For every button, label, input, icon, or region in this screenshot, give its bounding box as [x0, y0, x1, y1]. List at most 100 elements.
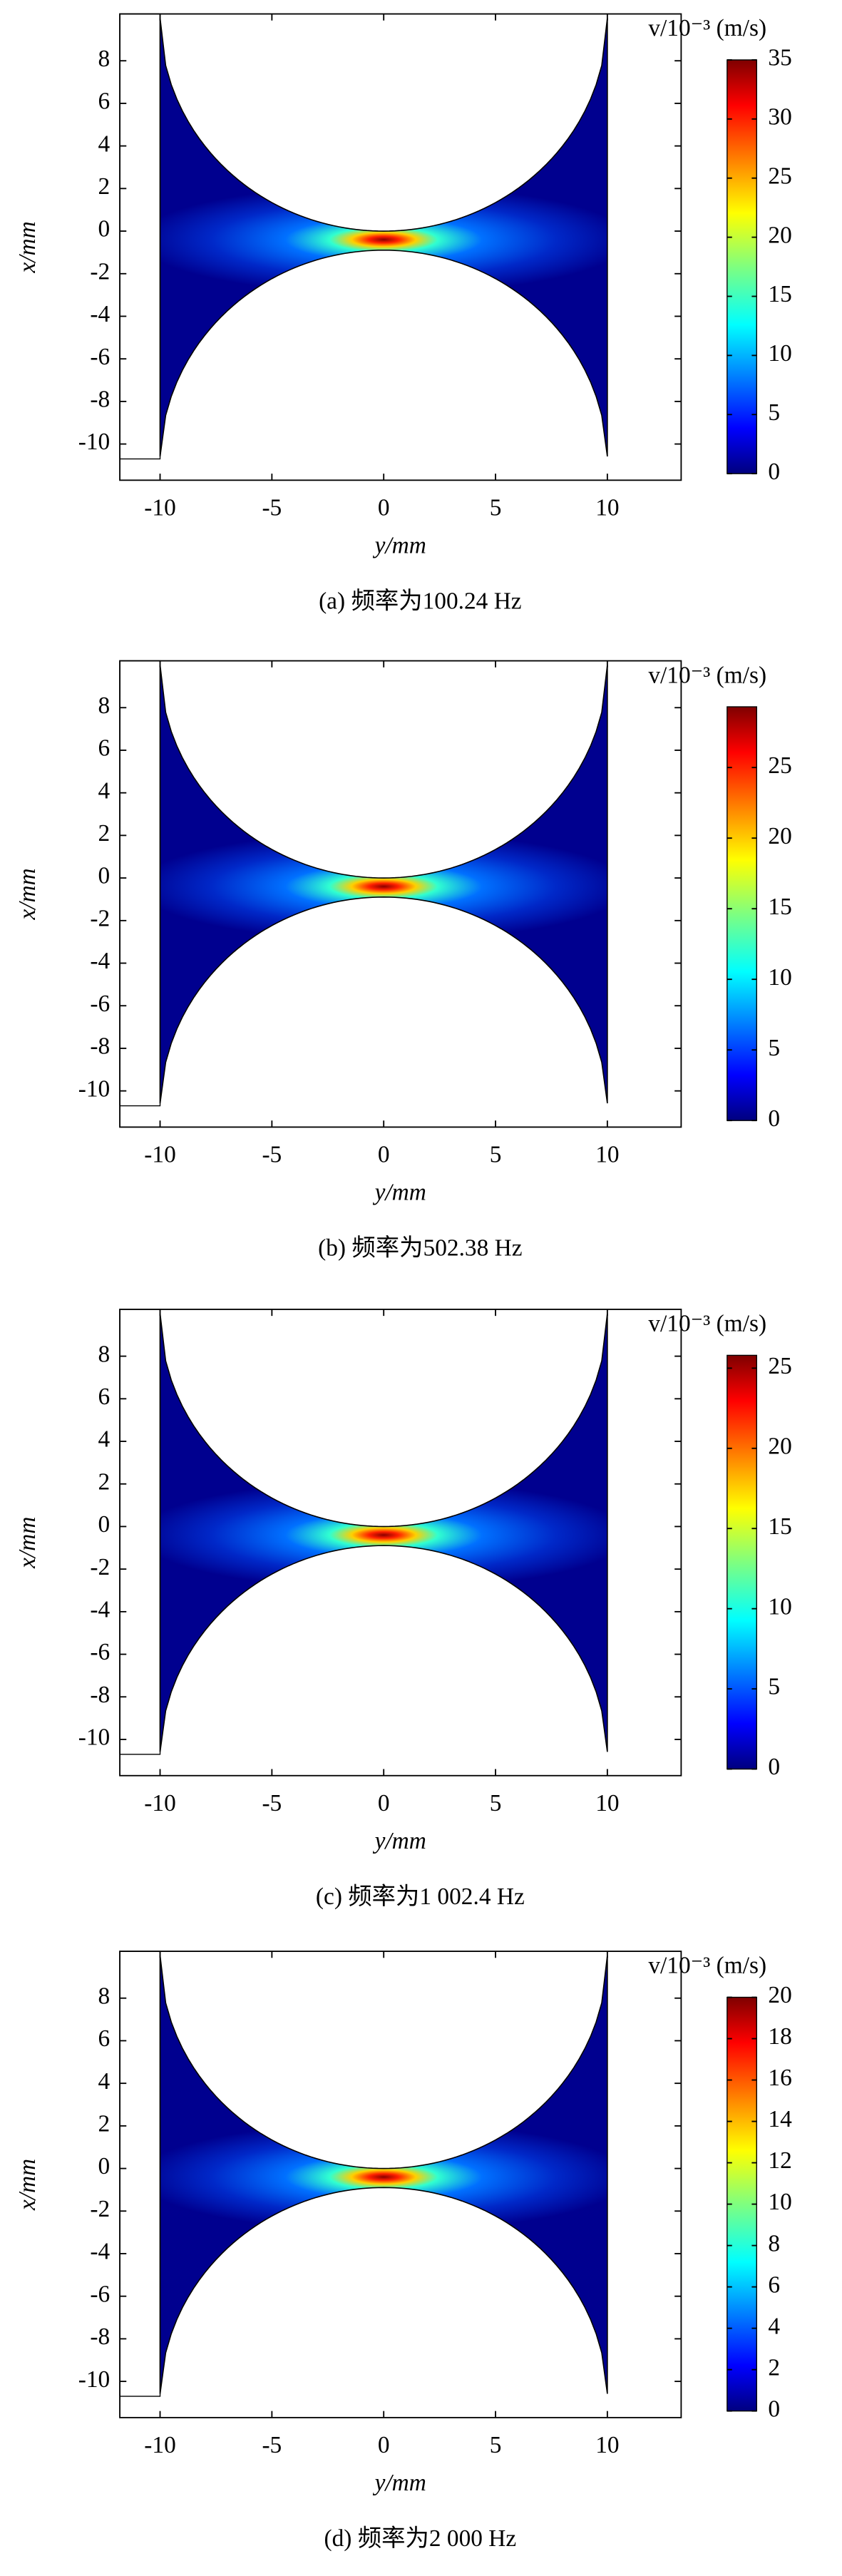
colorbar-tick-label: 25 — [768, 752, 791, 779]
colorbar-tick-label: 0 — [768, 1754, 780, 1780]
y-tick-label: -10 — [78, 1075, 111, 1102]
y-tick-label: 6 — [98, 735, 111, 762]
y-tick-label: 6 — [98, 2025, 111, 2052]
colorbar-tick-label: 0 — [768, 459, 780, 485]
x-tick-label: 5 — [490, 1790, 502, 1816]
x-tick-label: 5 — [490, 1141, 502, 1167]
y-tick-label: -4 — [90, 301, 110, 327]
velocity-field — [159, 665, 608, 1104]
holder-outline — [119, 1951, 161, 2397]
x-tick-label: 10 — [595, 494, 619, 521]
holder-outline — [119, 660, 161, 1107]
colorbar-tick-label: 18 — [768, 2023, 791, 2050]
caption: (b) 频率为502.38 Hz — [318, 1235, 522, 1262]
colorbar-tick-label: 8 — [768, 2230, 780, 2256]
x-tick-label: 5 — [490, 2432, 502, 2458]
velocity-field — [159, 1955, 608, 2394]
colorbar-tick-label: 35 — [768, 45, 791, 71]
y-tick-label: 2 — [98, 2111, 111, 2137]
y-tick-label: 0 — [98, 863, 111, 889]
colorbar-tick-label: 15 — [768, 894, 791, 920]
y-tick-label: -2 — [90, 258, 110, 285]
x-axis-label: y/mm — [373, 532, 426, 558]
panel: -10 -5 0 5 10 -10 -8 -6 -4 -2 0 2 4 6 8 y/mm x/mm 0 5 10 15 2… — [14, 1309, 792, 1910]
colorbar-tick-label: 10 — [768, 964, 791, 991]
x-tick-label: 10 — [595, 1790, 619, 1816]
y-tick-label: -6 — [90, 1639, 110, 1665]
colorbar-tick-label: 30 — [768, 104, 791, 131]
y-tick-label: -2 — [90, 2196, 110, 2222]
colorbar-tick-label: 2 — [768, 2354, 780, 2381]
colorbar-tick-label: 10 — [768, 2189, 791, 2215]
x-tick-label: 0 — [378, 2432, 390, 2458]
colorbar-tick-label: 25 — [768, 1353, 791, 1379]
colorbar-label: v/10⁻³ (m/s) — [648, 15, 766, 41]
colorbar-tick-label: 20 — [768, 222, 791, 248]
y-tick-label: -8 — [90, 387, 110, 413]
velocity-field — [159, 1313, 608, 1752]
y-tick-label: 0 — [98, 1511, 111, 1538]
y-tick-label: -10 — [78, 1724, 111, 1751]
y-tick-label: 8 — [98, 1983, 111, 2009]
x-tick-label: -10 — [144, 1141, 176, 1167]
x-tick-label: -5 — [262, 1790, 282, 1816]
y-tick-label: 4 — [98, 2068, 111, 2095]
colorbar-tick-label: 5 — [768, 1674, 780, 1700]
y-tick-label: -6 — [90, 2281, 110, 2307]
plot-frame — [119, 1309, 682, 1777]
colorbar-tick-label: 16 — [768, 2065, 791, 2091]
colorbar-tick-label: 6 — [768, 2271, 780, 2298]
y-tick-label: -8 — [90, 1682, 110, 1708]
y-tick-label: 4 — [98, 1426, 111, 1453]
colorbar-tick-label: 10 — [768, 1593, 791, 1620]
colorbar-tick-label: 5 — [768, 1035, 780, 1061]
holder-outline — [119, 1309, 161, 1755]
panel: -10 -5 0 5 10 -10 -8 -6 -4 -2 0 2 4 6 8 y/mm x/mm 0 2 4 6 8 10… — [14, 1951, 792, 2552]
colorbar-tick-label: 14 — [768, 2106, 792, 2132]
colorbar-tick-label: 10 — [768, 340, 791, 367]
y-tick-label: 6 — [98, 1384, 111, 1410]
x-tick-label: 0 — [378, 494, 390, 521]
colorbar-tick-label: 15 — [768, 281, 791, 307]
plot-frame — [119, 1951, 682, 2418]
colorbar — [727, 59, 757, 474]
y-tick-label: 2 — [98, 820, 111, 847]
colorbar-label: v/10⁻³ (m/s) — [648, 662, 766, 688]
x-tick-label: 10 — [595, 1141, 619, 1167]
colorbar-tick-label: 0 — [768, 1105, 780, 1132]
x-tick-label: -10 — [144, 1790, 176, 1816]
x-tick-label: -5 — [262, 1141, 282, 1167]
colorbar-tick-label: 12 — [768, 2147, 791, 2174]
x-tick-label: 10 — [595, 2432, 619, 2458]
y-tick-label: -2 — [90, 905, 110, 931]
colorbar-tick-label: 20 — [768, 1982, 791, 2008]
y-axis-label: x/mm — [14, 868, 41, 920]
x-tick-label: 0 — [378, 1790, 390, 1816]
panel: -10 -5 0 5 10 -10 -8 -6 -4 -2 0 2 4 6 8 y/mm x/mm 0 5 10 15 2… — [14, 13, 792, 615]
colorbar — [727, 706, 757, 1121]
colorbar-tick-label: 0 — [768, 2396, 780, 2422]
x-tick-label: -10 — [144, 494, 176, 521]
y-tick-label: 2 — [98, 1468, 111, 1495]
y-tick-label: 6 — [98, 88, 111, 115]
y-tick-label: -8 — [90, 2324, 110, 2350]
y-axis-label: x/mm — [14, 2159, 41, 2211]
x-axis-label: y/mm — [373, 2470, 426, 2496]
y-tick-label: 8 — [98, 1341, 111, 1367]
colorbar-tick-label: 15 — [768, 1513, 791, 1540]
y-axis-label: x/mm — [14, 1517, 41, 1569]
x-tick-label: -5 — [262, 2432, 282, 2458]
x-axis-label: y/mm — [373, 1828, 426, 1854]
y-tick-label: -4 — [90, 948, 110, 974]
colorbar-tick-label: 5 — [768, 399, 780, 426]
x-tick-label: -5 — [262, 494, 282, 521]
y-tick-label: 8 — [98, 692, 111, 719]
y-tick-label: -4 — [90, 1597, 110, 1623]
y-tick-label: -8 — [90, 1033, 110, 1060]
colorbar-label: v/10⁻³ (m/s) — [648, 1953, 766, 1979]
caption: (d) 频率为2 000 Hz — [324, 2525, 516, 2552]
y-tick-label: 2 — [98, 173, 111, 200]
plot-frame — [119, 660, 682, 1128]
x-axis-label: y/mm — [373, 1179, 426, 1205]
y-tick-label: -10 — [78, 429, 111, 455]
